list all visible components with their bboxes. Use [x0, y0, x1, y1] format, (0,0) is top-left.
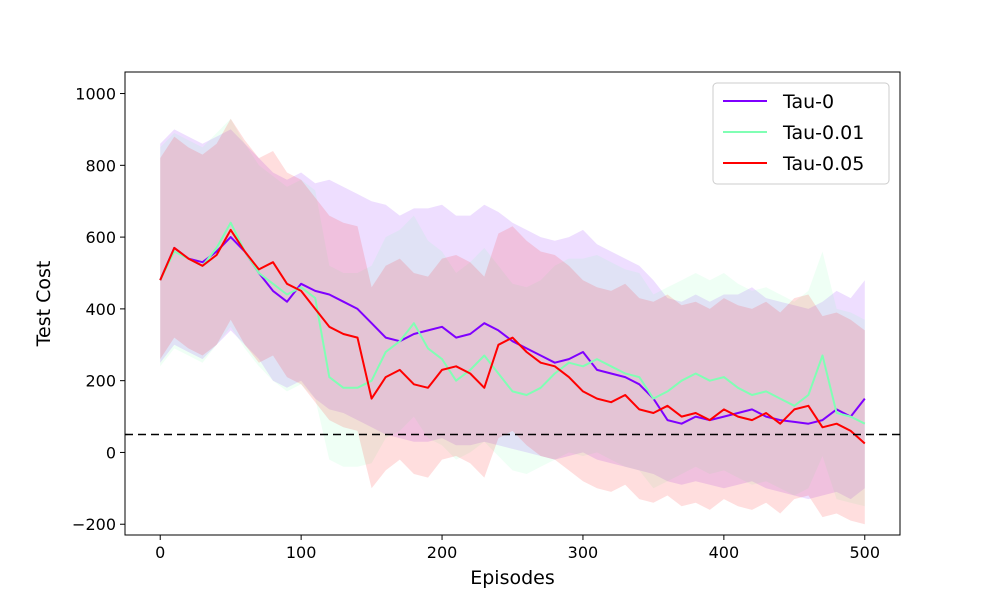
- band-series-1: [160, 118, 865, 507]
- x-axis-label: Episodes: [470, 567, 555, 589]
- line-series-0: [159, 236, 866, 425]
- line-series-2: [159, 228, 866, 445]
- legend: Tau-0 Tau-0.01 Tau-0.05: [712, 82, 890, 185]
- y-axis-ticks: −200 0 200 400 600 800 1000: [72, 85, 125, 534]
- x-axis-ticks: 0 100 200 300 400 500: [155, 535, 880, 562]
- y-tick-label: 1000: [75, 85, 116, 104]
- y-tick-label: 600: [85, 228, 116, 247]
- x-tick-label: 0: [155, 543, 165, 562]
- y-tick-label: −200: [72, 515, 116, 534]
- line-series-1: [159, 221, 866, 425]
- x-tick-label: 400: [709, 543, 740, 562]
- confidence-bands: [160, 118, 865, 525]
- x-tick-label: 100: [286, 543, 317, 562]
- band-series-0: [160, 129, 865, 500]
- x-tick-label: 500: [849, 543, 880, 562]
- x-tick-label: 300: [568, 543, 599, 562]
- legend-box: [712, 82, 890, 185]
- y-tick-label: 400: [85, 300, 116, 319]
- y-tick-label: 0: [106, 443, 116, 462]
- y-tick-label: 800: [85, 156, 116, 175]
- y-tick-label: 200: [85, 372, 116, 391]
- legend-label: Tau-0: [782, 91, 834, 113]
- band-series-2: [160, 118, 865, 525]
- legend-label: Tau-0.05: [782, 153, 864, 175]
- series-lines: [159, 221, 866, 445]
- y-axis-label: Test Cost: [33, 261, 55, 348]
- x-tick-label: 200: [427, 543, 458, 562]
- plot-frame: [124, 71, 901, 536]
- legend-label: Tau-0.01: [782, 122, 864, 144]
